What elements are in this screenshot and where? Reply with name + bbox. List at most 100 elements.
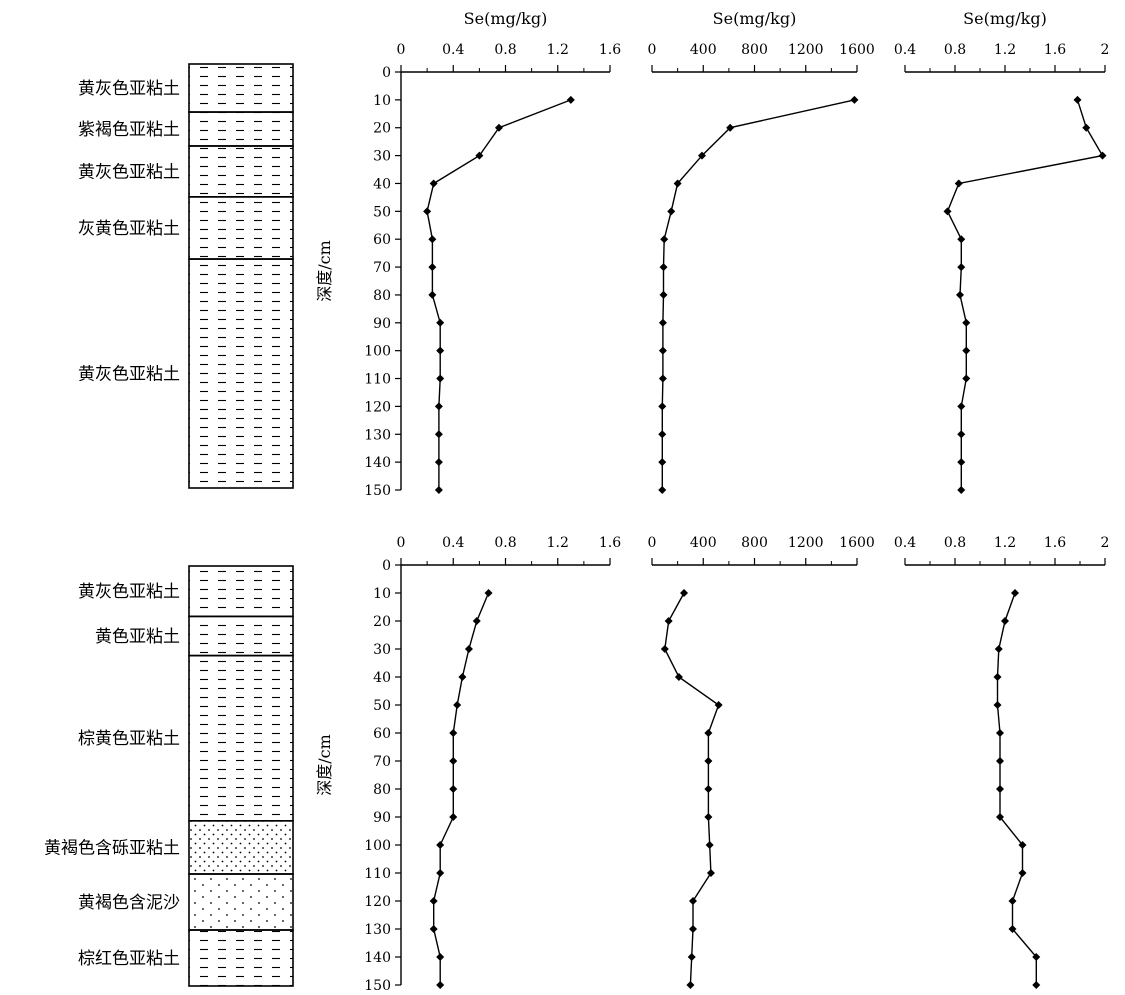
se-data-point <box>686 981 695 989</box>
depth-tick-label: 110 <box>364 372 391 388</box>
se-data-point <box>428 290 437 299</box>
se-tick-label: 1.6 <box>1044 42 1066 58</box>
depth-tick-label: 90 <box>373 810 391 826</box>
se-data-point <box>660 235 669 244</box>
se-data-point <box>436 374 445 383</box>
se-data-point <box>996 729 1004 737</box>
se-tick-label: 1600 <box>839 535 875 551</box>
se-data-point <box>475 151 484 160</box>
se-data-point <box>1032 953 1041 961</box>
se-data-point <box>658 486 667 494</box>
se-data-point <box>449 757 458 765</box>
se-data-point <box>658 318 667 327</box>
se-data-point <box>1018 869 1027 877</box>
lithology-layer <box>188 654 294 822</box>
se-data-point <box>993 673 1002 681</box>
se-data-point <box>957 263 966 272</box>
se-tick-label: 1.2 <box>547 42 569 58</box>
se-profile-line <box>426 99 572 490</box>
lithology-label: 灰黄色亚粘土 <box>78 219 180 239</box>
lithology-layer <box>188 873 294 931</box>
se-data-point <box>1008 925 1017 933</box>
se-data-point <box>423 207 432 216</box>
lithology-layer <box>188 819 294 875</box>
lithology-label: 黄褐色含砾亚粘土 <box>44 838 180 858</box>
se-data-point <box>1018 841 1027 849</box>
lithology-label: 黄褐色含泥沙 <box>78 893 180 913</box>
se-data-point <box>434 458 443 467</box>
se-data-point <box>449 785 458 793</box>
depth-tick-label: 80 <box>373 782 391 798</box>
se-data-point <box>1073 95 1082 104</box>
se-data-point <box>449 729 458 737</box>
se-data-point <box>484 589 493 597</box>
se-tick-label: 400 <box>690 535 717 551</box>
se-profile-line <box>433 592 490 985</box>
depth-tick-label: 20 <box>373 121 391 137</box>
se-data-point <box>680 589 689 597</box>
se-data-point <box>697 151 706 160</box>
se-data-point <box>993 701 1002 709</box>
se-data-point <box>962 374 971 383</box>
se-data-point <box>434 402 443 411</box>
se-data-point <box>428 263 437 272</box>
se-data-point <box>658 402 667 411</box>
se-data-point <box>428 235 437 244</box>
se-data-point <box>436 981 445 989</box>
depth-tick-label: 100 <box>364 838 391 854</box>
se-tick-label: 0 <box>648 42 657 58</box>
se-data-point <box>705 841 714 849</box>
depth-axis-title: 深度/cm <box>315 240 334 302</box>
se-tick-label: 0 <box>397 535 406 551</box>
se-data-point <box>962 346 971 355</box>
se-data-point <box>436 318 445 327</box>
se-data-point <box>689 897 697 905</box>
se-data-point <box>453 701 462 709</box>
se-tick-label: 1.2 <box>994 42 1016 58</box>
lithology-label: 棕黄色亚粘土 <box>78 729 180 749</box>
depth-tick-label: 30 <box>373 642 391 658</box>
se-data-point <box>706 869 715 877</box>
se-tick-label: 0.4 <box>894 535 916 551</box>
se-data-point <box>704 729 713 737</box>
depth-tick-label: 100 <box>364 344 391 360</box>
se-data-point <box>954 179 963 188</box>
depth-tick-label: 10 <box>373 586 391 602</box>
lithology-label: 紫褐色亚粘土 <box>78 120 180 140</box>
se-tick-label: 0 <box>397 42 406 58</box>
se-tick-label: 1600 <box>839 42 875 58</box>
depth-tick-label: 0 <box>382 558 391 574</box>
depth-tick-label: 60 <box>373 232 391 248</box>
se-data-point <box>704 757 713 765</box>
se-data-point <box>667 207 676 216</box>
se-data-point <box>472 617 481 625</box>
se-tick-label: 1.2 <box>547 535 569 551</box>
lithology-layer <box>188 145 294 198</box>
lithology-layer <box>188 111 294 147</box>
lithology-layer <box>188 929 294 987</box>
se-tick-label: 800 <box>741 535 768 551</box>
depth-tick-label: 140 <box>364 455 391 471</box>
se-data-point <box>436 869 445 877</box>
se-tick-label: 2 <box>1101 42 1110 58</box>
lithology-label: 黄灰色亚粘土 <box>78 365 180 385</box>
se-profile-line <box>946 99 1104 490</box>
se-tick-label: 1.6 <box>599 42 621 58</box>
se-data-point <box>664 617 673 625</box>
depth-tick-label: 130 <box>364 427 391 443</box>
depth-tick-label: 120 <box>364 399 391 415</box>
se-data-point <box>994 645 1003 653</box>
se-data-point <box>429 925 438 933</box>
se-data-point <box>1082 123 1091 132</box>
se-tick-label: 0.4 <box>894 42 916 58</box>
se-tick-label: 1.6 <box>599 535 621 551</box>
se-data-point <box>714 701 723 709</box>
se-data-point <box>658 430 667 439</box>
se-axis-title: Se(mg/kg) <box>963 9 1047 28</box>
depth-tick-label: 50 <box>373 698 391 714</box>
se-data-point <box>996 757 1004 765</box>
se-tick-label: 0.8 <box>944 535 966 551</box>
se-data-point <box>704 813 713 821</box>
se-data-point <box>726 123 735 132</box>
